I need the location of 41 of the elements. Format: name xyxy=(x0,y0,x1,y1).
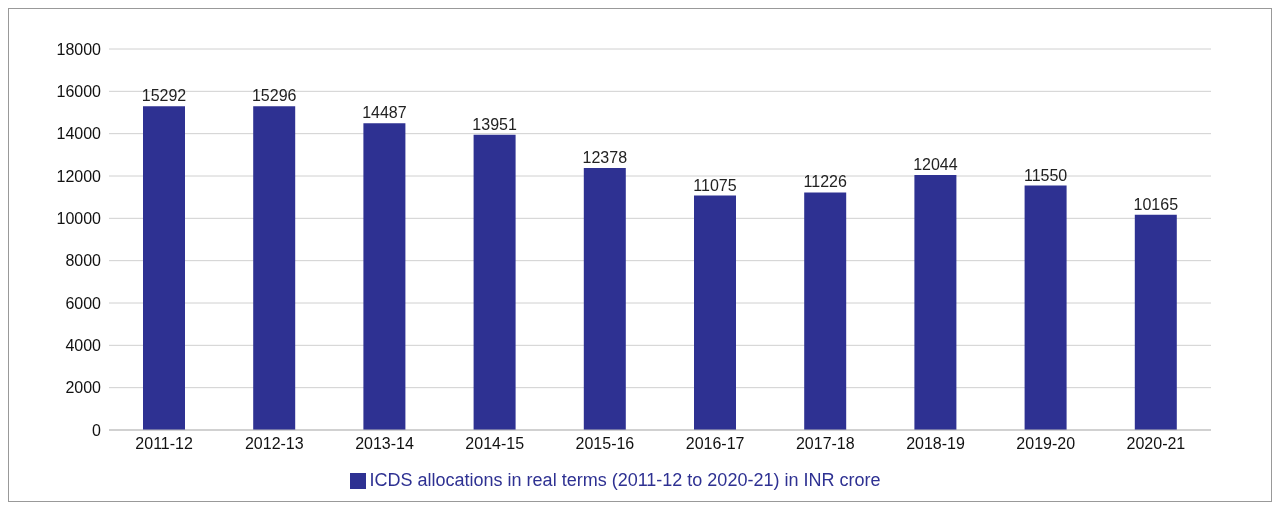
x-tick-label: 2018-19 xyxy=(906,435,965,453)
data-label: 15292 xyxy=(141,87,187,105)
x-tick-label: 2017-18 xyxy=(795,435,855,453)
y-tick-label: 10000 xyxy=(56,210,102,228)
x-tick-label: 2011-12 xyxy=(135,435,193,453)
x-tick-label: 2016-17 xyxy=(685,435,745,453)
bar xyxy=(253,106,296,430)
bar xyxy=(1024,185,1067,430)
data-label: 12044 xyxy=(913,156,958,174)
data-label: 12378 xyxy=(582,149,628,166)
data-label: 14487 xyxy=(362,104,407,122)
y-tick-label: 16000 xyxy=(56,83,102,101)
data-label: 11550 xyxy=(1023,166,1068,184)
data-label: 13951 xyxy=(472,115,517,133)
data-label: 10165 xyxy=(1133,195,1179,213)
y-tick-label: 12000 xyxy=(56,167,102,185)
x-tick-label: 2013-14 xyxy=(355,435,414,453)
y-tick-label: 0 xyxy=(92,421,102,439)
bar xyxy=(583,168,626,430)
data-label: 11075 xyxy=(693,176,737,194)
bar xyxy=(914,175,957,430)
bar xyxy=(473,134,516,430)
x-tick-label: 2019-20 xyxy=(1016,435,1076,453)
y-tick-label: 2000 xyxy=(65,379,102,397)
bar xyxy=(694,195,736,430)
y-tick-label: 6000 xyxy=(65,294,102,312)
data-label: 15296 xyxy=(251,87,297,105)
bar xyxy=(1134,214,1177,430)
y-tick-label: 8000 xyxy=(65,252,102,270)
bar xyxy=(363,123,406,430)
bar xyxy=(804,192,847,430)
data-label: 11226 xyxy=(803,173,847,191)
x-tick-label: 2020-21 xyxy=(1126,435,1186,453)
y-tick-label: 18000 xyxy=(56,40,102,58)
x-tick-label: 2012-13 xyxy=(244,435,304,453)
x-tick-label: 2015-16 xyxy=(575,435,635,453)
y-tick-label: 4000 xyxy=(65,337,102,355)
legend-label: ICDS allocations in real terms (2011-12 to 2020-21) in INR crore xyxy=(369,470,881,490)
x-tick-label: 2014-15 xyxy=(465,435,525,453)
y-tick-label: 14000 xyxy=(56,125,102,143)
bar xyxy=(143,106,185,430)
